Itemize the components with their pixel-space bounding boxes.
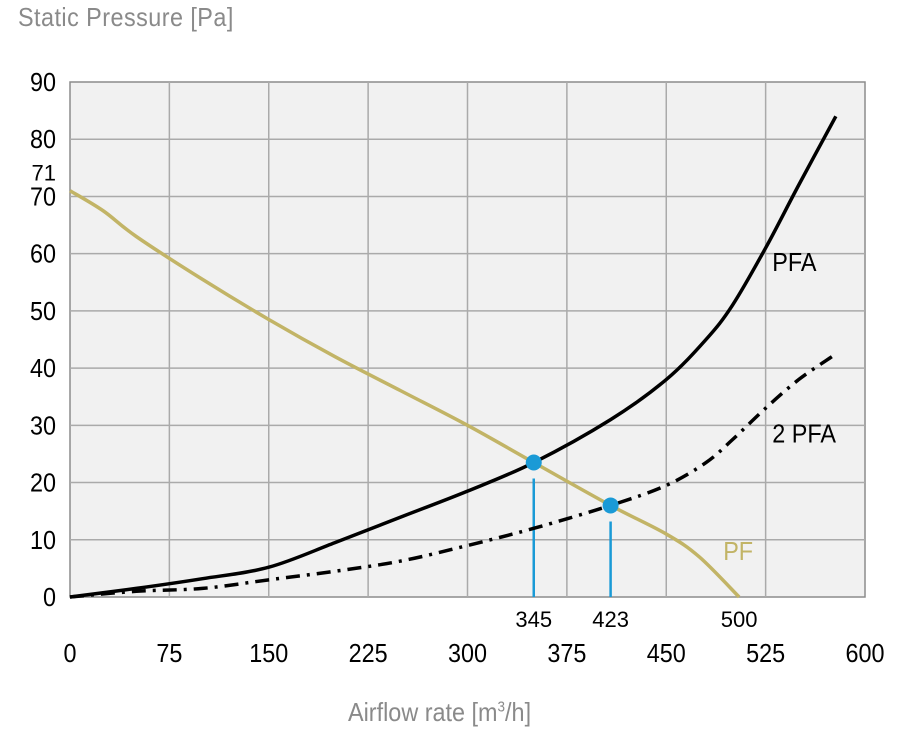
x-tick-label: 75 — [156, 640, 182, 668]
x-tick-label: 375 — [547, 640, 586, 668]
x-tick-label: 150 — [249, 640, 288, 668]
annotation-label: 423 — [592, 607, 629, 632]
x-axis-title-prefix: Airflow rate [m — [348, 697, 498, 727]
x-tick-label: 0 — [63, 640, 76, 668]
x-tick-label: 450 — [647, 640, 686, 668]
y-axis-title: Static Pressure [Pa] — [18, 2, 234, 32]
y-tick-label: 90 — [30, 69, 56, 97]
series-2-pfa-label: 2 PFA — [772, 420, 836, 448]
x-tick-label: 300 — [448, 640, 487, 668]
y-tick-label: 50 — [30, 298, 56, 326]
annotation-label: 500 — [721, 607, 758, 632]
x-tick-label: 225 — [349, 640, 388, 668]
x-axis-title-sup: 3 — [497, 698, 506, 716]
y-tick-label: 30 — [30, 412, 56, 440]
y-tick-label: 0 — [43, 584, 56, 612]
y-tick-label: 40 — [30, 355, 56, 383]
y-tick-label: 60 — [30, 241, 56, 269]
y-tick-label: 10 — [30, 527, 56, 555]
series-pf-line — [69, 189, 741, 599]
x-tick-label: 525 — [746, 640, 785, 668]
y-tick-label: 80 — [30, 126, 56, 154]
x-axis-title: Airflow rate [m3/h] — [348, 697, 531, 728]
x-axis-title-suffix: /h] — [505, 697, 532, 727]
x-tick-label: 600 — [845, 640, 884, 668]
series-pf-label: PF — [723, 538, 753, 566]
intersection-marker — [602, 497, 619, 514]
series-pfa-label: PFA — [772, 249, 817, 277]
y-extra-label: 71 — [32, 161, 56, 186]
series-2-pfa-line — [69, 355, 833, 599]
y-tick-label: 20 — [30, 469, 56, 497]
y-tick-label: 70 — [30, 183, 56, 211]
intersection-marker — [525, 454, 542, 471]
annotation-label: 345 — [515, 607, 552, 632]
